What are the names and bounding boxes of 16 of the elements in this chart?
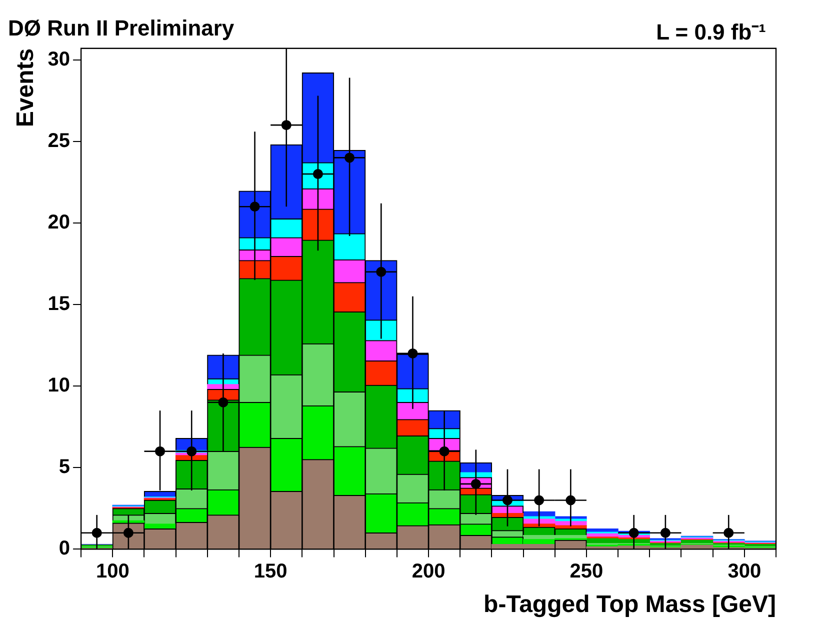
y-axis-title: Events bbox=[12, 48, 40, 128]
x-axis-title: b-Tagged Top Mass [GeV] bbox=[484, 591, 776, 618]
x-tick-label: 150 bbox=[254, 560, 288, 583]
x-tick-label: 100 bbox=[96, 560, 130, 583]
y-tick-label: 30 bbox=[48, 48, 70, 70]
x-tick-label: 250 bbox=[570, 560, 604, 583]
y-tick-label: 0 bbox=[58, 538, 70, 560]
x-tick-label: 200 bbox=[412, 560, 446, 583]
y-tick-label: 10 bbox=[48, 374, 70, 397]
text: L = 0.9 fb⁻¹ bbox=[656, 19, 766, 44]
y-tick-label: 25 bbox=[48, 130, 70, 152]
chart-title: DØ Run II Preliminary bbox=[8, 15, 235, 40]
x-tick-label: 300 bbox=[728, 560, 762, 583]
y-tick-label: 20 bbox=[48, 211, 70, 234]
y-tick-label: 5 bbox=[58, 456, 70, 478]
y-tick-label: 15 bbox=[48, 293, 70, 316]
